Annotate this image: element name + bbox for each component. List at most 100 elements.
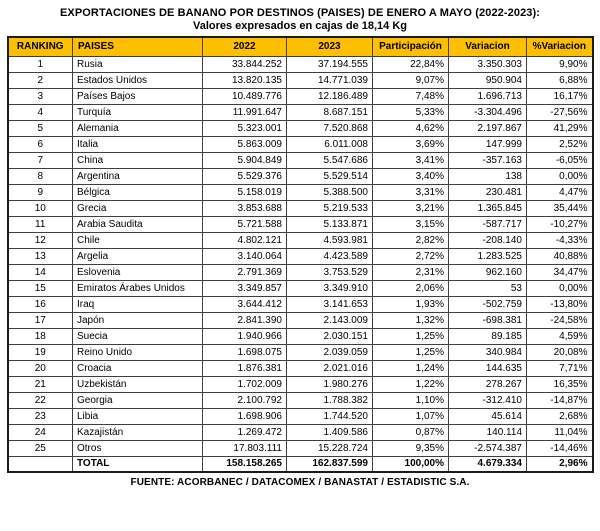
exports-table: RANKING PAISES 2022 2023 Participación Variac… — [6, 36, 594, 473]
total-row: TOTAL 158.158.265 162.837.599 100,00% 4.679.… — [7, 455, 593, 473]
cell-ranking: 19 — [7, 343, 73, 361]
cell-variacion: 89.185 — [448, 327, 527, 345]
cell-variacion: 230.481 — [448, 183, 527, 201]
cell-pct-variacion: 4,47% — [526, 183, 593, 201]
cell-variacion: 140.114 — [448, 423, 527, 441]
cell-variacion: -698.381 — [448, 311, 527, 329]
cell-participacion: 1,22% — [372, 375, 449, 393]
cell-pct-variacion: 6,88% — [526, 71, 593, 89]
cell-ranking: 3 — [7, 87, 73, 105]
cell-ranking: 24 — [7, 423, 73, 441]
cell-participacion: 9,07% — [372, 71, 449, 89]
cell-pct-variacion: -14,46% — [526, 439, 593, 457]
cell-variacion: -312.410 — [448, 391, 527, 409]
cell-pct-variacion: 2,52% — [526, 135, 593, 153]
cell-2022: 3.349.857 — [202, 279, 287, 297]
cell-participacion: 0,87% — [372, 423, 449, 441]
column-header-paises: PAISES — [72, 36, 203, 57]
cell-2023: 15.228.724 — [286, 439, 373, 457]
cell-variacion: 4.679.334 — [448, 455, 527, 473]
cell-2023: 8.687.151 — [286, 103, 373, 121]
cell-2022: 1.702.009 — [202, 375, 287, 393]
cell-pct-variacion: 9,90% — [526, 55, 593, 73]
cell-ranking: 10 — [7, 199, 73, 217]
cell-pais: Estados Unidos — [72, 71, 203, 89]
table-row: 22 Georgia 2.100.792 1.788.382 1,10% -312.410… — [7, 391, 593, 409]
cell-variacion: -502.759 — [448, 295, 527, 313]
cell-2022: 5.323.001 — [202, 119, 287, 137]
cell-2023: 2.039.059 — [286, 343, 373, 361]
cell-pais: Libia — [72, 407, 203, 425]
cell-2022: 5.158.019 — [202, 183, 287, 201]
cell-variacion: 45.614 — [448, 407, 527, 425]
cell-2023: 3.141.653 — [286, 295, 373, 313]
cell-pct-variacion: -6,05% — [526, 151, 593, 169]
cell-participacion: 2,72% — [372, 247, 449, 265]
cell-2023: 2.030.151 — [286, 327, 373, 345]
cell-2022: 1.269.472 — [202, 423, 287, 441]
cell-pais: Japón — [72, 311, 203, 329]
cell-2022: 3.140.064 — [202, 247, 287, 265]
cell-2022: 10.489.776 — [202, 87, 287, 105]
cell-pais: Grecia — [72, 199, 203, 217]
table-row: 14 Eslovenia 2.791.369 3.753.529 2,31% 962.16… — [7, 263, 593, 281]
cell-pais: Emiratos Árabes Unidos — [72, 279, 203, 297]
cell-variacion: 340.984 — [448, 343, 527, 361]
table-row: 5 Alemania 5.323.001 7.520.868 4,62% 2.197.86… — [7, 119, 593, 137]
column-header-2023: 2023 — [286, 36, 373, 57]
cell-pct-variacion: 16,17% — [526, 87, 593, 105]
cell-variacion: 1.283.525 — [448, 247, 527, 265]
cell-participacion: 2,31% — [372, 263, 449, 281]
table-row: 20 Croacia 1.876.381 2.021.016 1,24% 144.635 7… — [7, 359, 593, 377]
cell-2023: 4.423.589 — [286, 247, 373, 265]
cell-variacion: 1.365.845 — [448, 199, 527, 217]
cell-ranking: 2 — [7, 71, 73, 89]
cell-2022: 2.791.369 — [202, 263, 287, 281]
cell-pct-variacion: 35,44% — [526, 199, 593, 217]
cell-ranking: 15 — [7, 279, 73, 297]
cell-variacion: 138 — [448, 167, 527, 185]
table-row: 9 Bélgica 5.158.019 5.388.500 3,31% 230.481 4,… — [7, 183, 593, 201]
cell-participacion: 3,15% — [372, 215, 449, 233]
cell-2022: 2.100.792 — [202, 391, 287, 409]
cell-2023: 5.133.871 — [286, 215, 373, 233]
table-header-row: RANKING PAISES 2022 2023 Participación Variac… — [7, 36, 593, 57]
cell-participacion: 1,32% — [372, 311, 449, 329]
cell-ranking: 20 — [7, 359, 73, 377]
cell-2022: 5.721.588 — [202, 215, 287, 233]
table-row: 15 Emiratos Árabes Unidos 3.349.857 3.349.9… — [7, 279, 593, 297]
cell-participacion: 3,21% — [372, 199, 449, 217]
cell-pais: Eslovenia — [72, 263, 203, 281]
cell-2022: 2.841.390 — [202, 311, 287, 329]
cell-pct-variacion: 20,08% — [526, 343, 593, 361]
table-row: 23 Libia 1.698.906 1.744.520 1,07% 45.614 2,68… — [7, 407, 593, 425]
cell-pct-variacion: -14,87% — [526, 391, 593, 409]
cell-2023: 1.980.276 — [286, 375, 373, 393]
cell-2022: 1.698.906 — [202, 407, 287, 425]
cell-ranking: 16 — [7, 295, 73, 313]
cell-pais: China — [72, 151, 203, 169]
cell-variacion: 278.267 — [448, 375, 527, 393]
cell-2022: 5.863.009 — [202, 135, 287, 153]
cell-2023: 5.219.533 — [286, 199, 373, 217]
column-header-2022: 2022 — [202, 36, 287, 57]
cell-pais: Arabia Saudita — [72, 215, 203, 233]
cell-pais: Italia — [72, 135, 203, 153]
cell-2023: 4.593.981 — [286, 231, 373, 249]
cell-participacion: 3,69% — [372, 135, 449, 153]
source-footnote: FUENTE: ACORBANEC / DATACOMEX / BANASTAT… — [130, 477, 470, 488]
cell-pct-variacion: 7,71% — [526, 359, 593, 377]
cell-participacion: 2,06% — [372, 279, 449, 297]
cell-ranking: 4 — [7, 103, 73, 121]
cell-2022: 11.991.647 — [202, 103, 287, 121]
cell-pct-variacion: 0,00% — [526, 167, 593, 185]
table-row: 19 Reino Unido 1.698.075 2.039.059 1,25% 340.… — [7, 343, 593, 361]
cell-variacion: 2.197.867 — [448, 119, 527, 137]
cell-pais: Iraq — [72, 295, 203, 313]
cell-variacion: -357.163 — [448, 151, 527, 169]
cell-2023: 6.011.008 — [286, 135, 373, 153]
cell-pct-variacion: 2,96% — [526, 455, 593, 473]
cell-participacion: 1,07% — [372, 407, 449, 425]
cell-participacion: 7,48% — [372, 87, 449, 105]
cell-pais: Reino Unido — [72, 343, 203, 361]
